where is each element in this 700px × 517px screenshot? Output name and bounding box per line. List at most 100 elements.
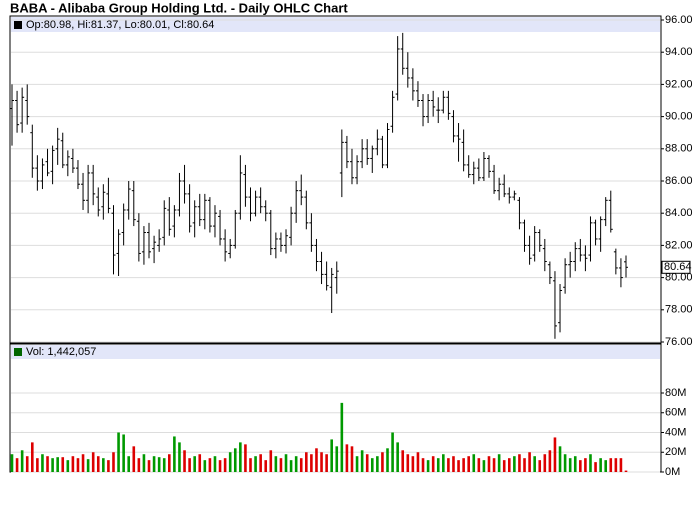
- volume-bar: [568, 458, 572, 472]
- volume-bar: [61, 457, 65, 472]
- volume-bar: [477, 458, 481, 472]
- volume-bar: [624, 470, 628, 472]
- volume-bar: [502, 460, 506, 472]
- volume-bar: [604, 460, 608, 472]
- volume-bar: [147, 460, 151, 472]
- volume-bar: [299, 458, 303, 472]
- y-tick-label: 92.00: [665, 78, 693, 90]
- volume-bar: [66, 460, 70, 472]
- volume-bar: [573, 456, 577, 472]
- volume-bar: [513, 456, 516, 472]
- volume-bar: [538, 460, 542, 472]
- volume-bar: [96, 456, 100, 472]
- y-tick-label: 20M: [665, 446, 686, 458]
- volume-bar: [157, 457, 161, 472]
- price-panel: [9, 15, 662, 344]
- y-tick-label: 76.00: [665, 336, 693, 348]
- volume-bar: [208, 458, 212, 472]
- volume-bar: [416, 452, 420, 472]
- volume-bar: [20, 450, 24, 472]
- volume-bar: [599, 458, 602, 472]
- volume-bar: [426, 460, 430, 472]
- volume-bar: [386, 448, 389, 472]
- volume-bar: [487, 456, 491, 472]
- volume-bar: [421, 458, 425, 472]
- volume-bar: [218, 460, 222, 472]
- volume-bar: [584, 458, 587, 472]
- volume-bar: [381, 452, 384, 472]
- legend-swatch: [14, 348, 22, 356]
- volume-bar: [183, 450, 186, 472]
- volume-bar: [15, 458, 19, 472]
- volume-bar: [518, 454, 521, 472]
- volume-bar: [30, 442, 34, 472]
- legend-text: Op:80.98, Hi:81.37, Lo:80.01, Cl:80.64: [26, 19, 214, 31]
- y-tick-label: 90.00: [665, 111, 693, 123]
- volume-bar: [452, 456, 455, 472]
- volume-bar: [447, 458, 450, 472]
- volume-bar: [340, 402, 344, 472]
- volume-bar: [467, 456, 470, 472]
- marks: [10, 32, 628, 472]
- volume-bar: [548, 450, 552, 472]
- volume-bar: [137, 458, 141, 472]
- volume-bar: [543, 454, 547, 472]
- volume-bar: [71, 456, 75, 472]
- last-price-label: 80.64: [664, 261, 692, 273]
- volume-bar: [142, 454, 146, 472]
- volume-bar: [198, 454, 202, 472]
- volume-bar: [122, 434, 125, 472]
- volume-bar: [492, 458, 496, 472]
- volume-bar: [168, 454, 171, 472]
- volume-bar: [350, 446, 354, 472]
- volume-bar: [188, 458, 191, 472]
- volume-bar: [325, 454, 328, 472]
- y-tick-label: 84.00: [665, 207, 693, 219]
- volume-bar: [355, 456, 359, 472]
- volume-bar: [609, 458, 613, 472]
- volume-bar: [396, 442, 399, 472]
- y-tick-label: 40M: [665, 426, 686, 438]
- volume-bar: [330, 439, 333, 472]
- volume-bar: [10, 454, 14, 472]
- chart-title: BABA - Alibaba Group Holding Ltd. - Dail…: [10, 0, 348, 15]
- volume-bar: [345, 444, 349, 472]
- volume-legend-strip: [11, 345, 660, 359]
- volume-bar: [279, 458, 283, 472]
- volume-bar: [112, 452, 115, 472]
- y-tick-label: 88.00: [665, 143, 693, 155]
- volume-bar: [528, 452, 531, 472]
- volume-bar: [462, 458, 465, 472]
- volume-bar: [589, 454, 592, 472]
- volume-bar: [86, 459, 90, 472]
- volume-bar: [223, 458, 227, 472]
- volume-bar: [619, 458, 623, 472]
- volume-bar: [391, 432, 394, 472]
- legend-swatch: [14, 21, 22, 29]
- volume-bar: [259, 454, 262, 472]
- volume-bar: [507, 458, 511, 472]
- volume-bar: [284, 454, 288, 472]
- volume-bar: [233, 448, 237, 472]
- volume-bar: [523, 458, 526, 472]
- volume-bar: [401, 450, 405, 472]
- volume-bar: [594, 462, 597, 472]
- volume-bar: [558, 446, 562, 472]
- volume-bar: [127, 456, 131, 472]
- volume-bar: [370, 458, 374, 472]
- volume-bar: [132, 446, 136, 472]
- volume-bar: [294, 456, 298, 472]
- volume-bar: [81, 454, 85, 472]
- volume-bar: [360, 450, 364, 472]
- volume-bar: [310, 454, 313, 472]
- volume-bar: [274, 456, 278, 472]
- volume-bar: [269, 450, 273, 472]
- volume-bar: [239, 442, 242, 472]
- y-tick-label: 86.00: [665, 175, 693, 187]
- y-tick-label: 96.00: [665, 14, 693, 26]
- volume-bar: [249, 458, 252, 472]
- volume-bar: [553, 437, 557, 472]
- volume-bar: [264, 460, 268, 472]
- y-tick-label: 80M: [665, 387, 686, 399]
